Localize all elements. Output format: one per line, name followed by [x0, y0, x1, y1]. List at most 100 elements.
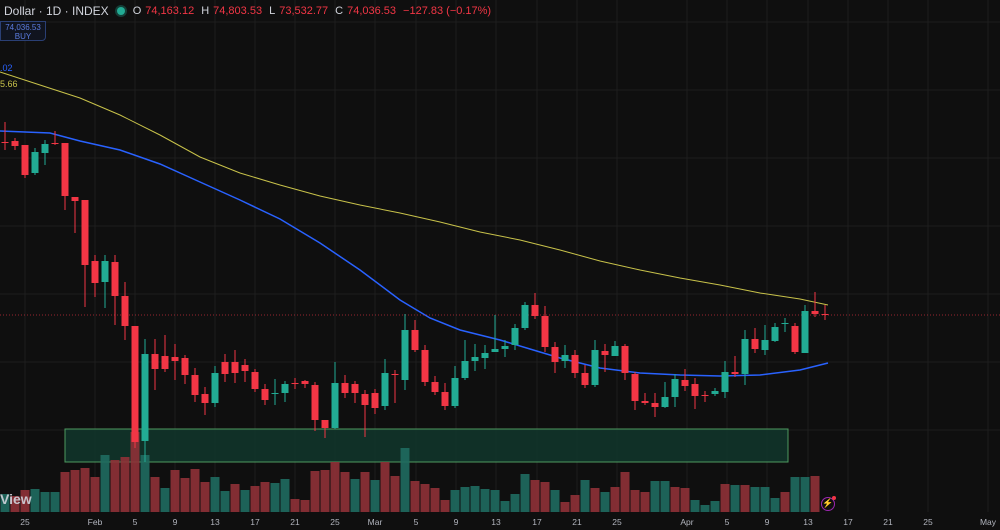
- volume-bar: [430, 488, 440, 512]
- lightning-alert-icon[interactable]: ⚡: [821, 496, 836, 511]
- volume-bar: [410, 481, 420, 512]
- volume-bar: [360, 472, 370, 512]
- candle: [341, 375, 349, 398]
- volume-bar: [90, 477, 100, 512]
- volume-bar: [670, 487, 680, 512]
- candle: [471, 344, 479, 371]
- time-axis-label: Feb: [87, 517, 103, 527]
- time-axis-label: Mar: [367, 517, 383, 527]
- volume-bar: [290, 499, 300, 512]
- open-key: O: [132, 5, 142, 17]
- candle: [21, 145, 29, 178]
- candle: [561, 345, 569, 368]
- open-value: 74,163.12: [145, 5, 195, 17]
- candle: [641, 393, 649, 405]
- candle: [411, 320, 419, 352]
- close-value: 74,036.53: [347, 5, 397, 17]
- demand-zone-rectangle[interactable]: [64, 428, 789, 463]
- time-axis-label: 5: [724, 517, 730, 527]
- candle: [141, 339, 149, 462]
- symbol-legend[interactable]: Dollar · 1D · INDEX O 74,163.12 H 74,803.5…: [4, 4, 494, 18]
- candle: [281, 381, 289, 402]
- volume-bar: [640, 492, 650, 512]
- volume-bars: [0, 432, 820, 512]
- candle: [111, 255, 119, 325]
- volume-bar: [650, 481, 660, 512]
- volume-bar: [800, 477, 810, 512]
- volume-bar: [160, 488, 170, 512]
- candle: [171, 344, 179, 380]
- candle: [51, 131, 59, 145]
- candle: [381, 359, 389, 410]
- volume-bar: [320, 470, 330, 512]
- volume-bar: [540, 482, 550, 512]
- candle: [231, 350, 239, 383]
- volume-bar: [340, 472, 350, 512]
- volume-bar: [400, 448, 410, 512]
- volume-bar: [490, 490, 500, 512]
- volume-bar: [520, 474, 530, 512]
- candle: [491, 315, 499, 352]
- volume-bar: [20, 490, 30, 512]
- candle: [261, 384, 269, 405]
- volume-bar: [750, 487, 760, 512]
- volume-bar: [300, 500, 310, 512]
- buy-button[interactable]: 74,036.53 BUY: [0, 21, 46, 41]
- demand-zone[interactable]: [64, 428, 789, 463]
- candle: [681, 369, 689, 391]
- tradingview-watermark: View: [0, 491, 32, 507]
- volume-bar: [700, 505, 710, 512]
- volume-bar: [500, 501, 510, 512]
- buy-price: 74,036.53: [5, 23, 41, 32]
- market-status-dot-icon: [116, 7, 125, 15]
- candle: [331, 362, 339, 429]
- volume-bar: [420, 484, 430, 512]
- candle: [81, 200, 89, 307]
- time-axis-label: 5: [413, 517, 419, 527]
- volume-bar: [80, 468, 90, 512]
- volume-bar: [720, 484, 730, 512]
- volume-bar: [440, 500, 450, 512]
- time-axis-label: 9: [764, 517, 770, 527]
- candle: [451, 366, 459, 408]
- volume-bar: [690, 500, 700, 512]
- candle: [501, 340, 509, 357]
- time-axis-label: 13: [210, 517, 220, 527]
- candle: [371, 389, 379, 414]
- high-value: 74,803.53: [213, 5, 263, 17]
- volume-bar: [660, 481, 670, 512]
- volume-bar: [550, 490, 560, 512]
- candle: [391, 370, 399, 403]
- volume-bar: [810, 476, 820, 512]
- candle: [711, 388, 719, 396]
- volume-bar: [590, 488, 600, 512]
- candle: [811, 292, 819, 317]
- ma-yellow-line: [0, 71, 829, 306]
- volume-bar: [470, 486, 480, 512]
- volume-bar: [270, 483, 280, 512]
- volume-bar: [770, 498, 780, 512]
- low-key: L: [269, 5, 276, 17]
- volume-bar: [460, 487, 470, 512]
- candle: [311, 382, 319, 431]
- time-axis-label: May: [979, 517, 997, 527]
- volume-bar: [260, 482, 270, 512]
- candle: [601, 344, 609, 372]
- volume-bar: [40, 492, 50, 512]
- time-axis-label: 25: [923, 517, 933, 527]
- candle: [421, 345, 429, 386]
- candle: [631, 372, 639, 410]
- time-axis-label: 9: [453, 517, 459, 527]
- candle: [661, 382, 669, 408]
- time-axis-label: 21: [572, 517, 582, 527]
- candle: [541, 306, 549, 352]
- candle: [301, 380, 309, 388]
- volume-bar: [50, 492, 60, 512]
- volume-bar: [250, 486, 260, 512]
- candle: [361, 390, 369, 437]
- time-axis-label: 5: [132, 517, 138, 527]
- candle: [251, 369, 259, 392]
- candle: [41, 140, 49, 165]
- volume-bar: [110, 460, 120, 512]
